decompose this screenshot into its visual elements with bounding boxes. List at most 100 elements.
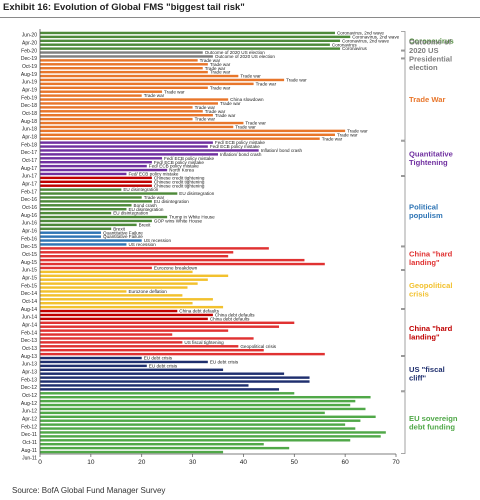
bar [40, 70, 208, 74]
bar [40, 43, 330, 46]
bar-label: Coronavirus, 2nd wave [337, 31, 384, 36]
group-label-line: Coronavirus [409, 36, 454, 45]
bar [40, 439, 351, 442]
bar-label: EU debt crisis [144, 356, 173, 361]
group-label-line: Trade War [409, 95, 445, 104]
bar [40, 368, 224, 372]
bar [40, 395, 371, 399]
x-tick-label: 60 [342, 459, 350, 466]
bar [40, 305, 224, 309]
y-tick-label: Oct-18 [22, 111, 37, 117]
bar-label: EU disintegration [179, 191, 214, 196]
y-tick-label: Jun-13 [22, 362, 38, 368]
bar [40, 431, 386, 434]
group-label: Trade War [409, 95, 445, 104]
bar [40, 172, 127, 176]
bar [40, 392, 295, 395]
y-tick-label: Jun-15 [22, 268, 38, 274]
x-tick-label: 20 [138, 459, 146, 466]
x-axis-ticks: 0 10 20 30 40 50 60 70 [38, 454, 400, 466]
bar-label: China debt defaults [210, 316, 250, 321]
bar-label: Trade war [205, 109, 226, 114]
bar-label: Chinese credit tightening [154, 179, 205, 184]
bar-label: Trade war [195, 105, 216, 110]
bar [40, 262, 325, 266]
bar [40, 106, 193, 109]
bar [40, 309, 178, 313]
bar-label: GOP wins White House [154, 219, 203, 224]
y-tick-label: Aug-13 [21, 354, 37, 360]
bar [40, 94, 142, 97]
bar-label: Coronavirus, 2nd wave [342, 38, 389, 43]
bar [40, 442, 264, 446]
y-tick-label: Dec-13 [21, 338, 37, 344]
y-tick-label: Dec-14 [21, 291, 37, 297]
bar-label: Eurozone breakdown [154, 266, 198, 271]
bar [40, 407, 366, 411]
y-tick-label: Apr-18 [22, 135, 37, 141]
bar-label: US fiscal tightening [184, 340, 224, 345]
bar [40, 270, 193, 274]
bar [40, 321, 295, 325]
bar [40, 133, 335, 137]
bar [40, 333, 173, 336]
bar [40, 39, 341, 43]
y-tick-label: Aug-16 [21, 213, 37, 219]
bar-label: Inflation/ bond crash [220, 152, 262, 157]
bar [40, 274, 229, 278]
group-bracket [401, 176, 406, 247]
bar [40, 313, 213, 317]
y-tick-label: Apr-14 [22, 323, 37, 329]
bar [40, 47, 341, 50]
bar-label: Trade war [256, 81, 277, 86]
bar [40, 286, 188, 289]
x-tick-label: 50 [291, 459, 299, 466]
y-tick-label: Apr-16 [22, 229, 37, 235]
bar-label: Fed/ ECB policy mistake [215, 140, 265, 145]
bar [40, 251, 234, 254]
bar-label: EU debt crisis [210, 360, 239, 365]
bar-label: EU disintegration [123, 187, 158, 192]
bar-label: Chinese credit tightening [154, 183, 205, 188]
bar-label: Trade war [245, 121, 266, 126]
bar-label: Trade war [144, 195, 165, 200]
bar [40, 121, 244, 125]
group-label-line: US "fiscal [409, 365, 445, 374]
group-label: Political populism [409, 202, 443, 220]
group-label: EU sovereign debt funding [409, 414, 458, 432]
bar [40, 160, 152, 164]
bar [40, 329, 229, 332]
chart-title: Exhibit 16: Evolution of Global FMS "big… [3, 2, 245, 13]
bar-label: Coronavirus, 2nd wave [352, 34, 399, 39]
bar-label: Trade war [210, 85, 231, 90]
bar [40, 415, 376, 419]
bar [40, 317, 208, 321]
bar [40, 372, 285, 375]
bar [40, 129, 346, 133]
bar-label: Geopolitical crisis [240, 344, 276, 349]
group-label-line: China "hard [409, 324, 453, 333]
bar [40, 204, 132, 207]
bar [40, 74, 239, 78]
bar [40, 59, 198, 62]
bar [40, 184, 152, 187]
y-tick-label: Aug-17 [21, 166, 37, 172]
y-tick-label: Oct-13 [22, 346, 37, 352]
bar [40, 345, 239, 348]
y-tick-label: Apr-20 [22, 41, 37, 47]
bar [40, 231, 102, 234]
group-label: Coronavirus [409, 36, 454, 45]
bar [40, 360, 208, 364]
bar [40, 219, 152, 223]
group-label-line: 2020 US [409, 46, 439, 55]
bar [40, 55, 213, 58]
bar-label: Quantitative Failure [103, 234, 143, 239]
y-tick-label: Aug-12 [21, 401, 37, 407]
bar [40, 35, 351, 39]
bar [40, 223, 137, 227]
bar [40, 352, 325, 356]
bar [40, 290, 127, 293]
bar [40, 301, 193, 305]
